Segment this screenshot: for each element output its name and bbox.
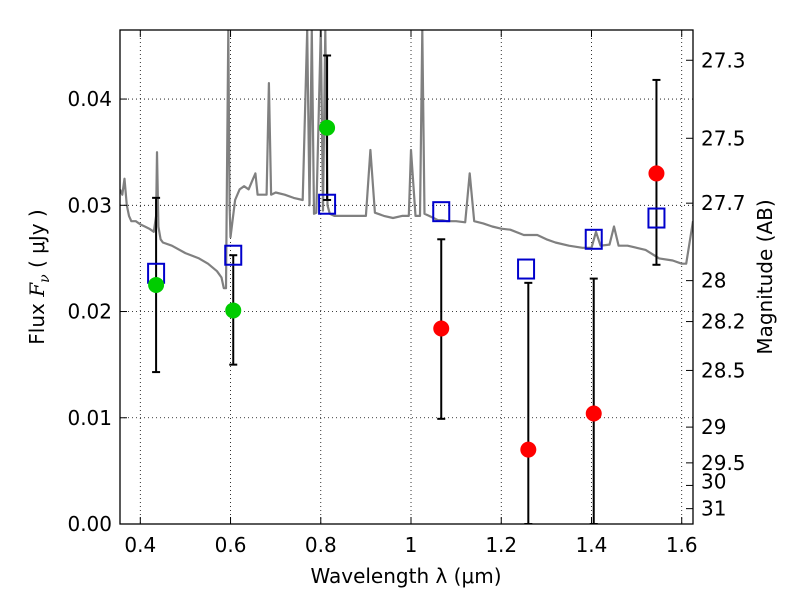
- y2-tick-label: 27.3: [701, 48, 746, 72]
- y2-axis-label: Magnitude (AB): [753, 199, 777, 354]
- model-photometry-square: [647, 207, 666, 229]
- observed-flux-point: [648, 165, 665, 182]
- model-photometry-square: [584, 228, 603, 250]
- x-tick-label: 1: [405, 533, 418, 557]
- x-tick-label: 1.2: [485, 533, 517, 557]
- y-tick-label: 0.03: [67, 193, 112, 217]
- observed-flux-point: [148, 276, 165, 293]
- y2-tick-label: 30: [701, 469, 726, 493]
- y-tick-label: 0.02: [67, 300, 112, 324]
- model-photometry-square: [517, 258, 536, 280]
- x-tick-label: 0.4: [124, 533, 156, 557]
- y2-tick-label: 31: [701, 497, 726, 521]
- plot-background: [120, 30, 693, 524]
- y-tick-label: 0.01: [67, 406, 112, 430]
- y2-tick-label: 27.5: [701, 126, 746, 150]
- observed-flux-point: [520, 441, 537, 458]
- y2-tick-label: 29.5: [701, 451, 746, 475]
- y-tick-label: 0.04: [67, 87, 112, 111]
- plot-frame: [119, 29, 694, 525]
- observed-flux-point: [585, 405, 602, 422]
- y2-tick-label: 29: [701, 415, 726, 439]
- y-axis-label: Flux Fν ( μJy ): [25, 209, 53, 344]
- data-layer: [120, 30, 693, 524]
- x-tick-label: 0.6: [215, 533, 247, 557]
- model-photometry-square: [224, 244, 243, 266]
- y2-tick-label: 28: [701, 269, 726, 293]
- y2-tick-label: 27.7: [701, 191, 746, 215]
- y2-tick-label: 28.5: [701, 358, 746, 382]
- axis-ticks: 0.4 0.6 0.8 1 1.2 1.4 1.6 0.00 0.01 0.02 0.03 0.04 2…: [67, 30, 746, 557]
- x-tick-label: 1.6: [666, 533, 698, 557]
- x-tick-label: 1.4: [576, 533, 608, 557]
- y-tick-label: 0.00: [67, 512, 112, 536]
- observed-flux-point: [433, 320, 450, 337]
- x-axis-label: Wavelength λ (μm): [310, 564, 501, 588]
- y2-tick-label: 28.2: [701, 310, 746, 334]
- observed-flux-point: [225, 302, 242, 319]
- x-tick-label: 0.8: [305, 533, 337, 557]
- model-photometry-square: [318, 193, 337, 215]
- observed-flux-point: [319, 119, 336, 136]
- model-photometry-square: [432, 201, 451, 223]
